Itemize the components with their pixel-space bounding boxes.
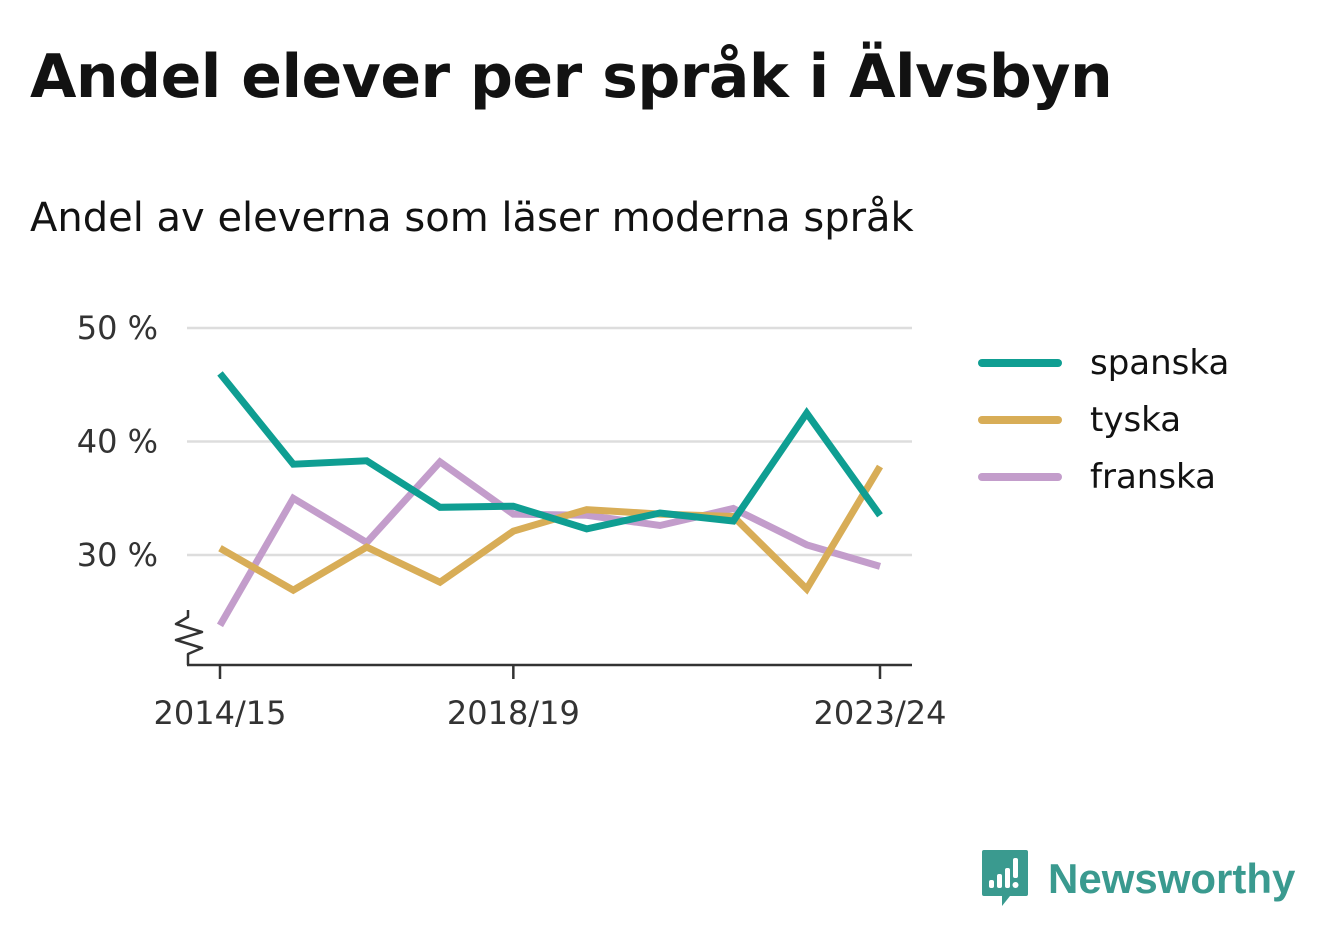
y-tick-label: 30 % — [77, 536, 158, 574]
chart-subtitle: Andel av eleverna som läser moderna språ… — [30, 195, 914, 241]
chart-title: Andel elever per språk i Älvsbyn — [30, 42, 1113, 112]
series-line-spanska — [217, 371, 883, 533]
x-tick-label: 2014/15 — [154, 694, 287, 732]
legend-label-franska: franska — [1090, 456, 1216, 497]
bar-chart-badge-icon — [982, 850, 1028, 906]
y-tick-label: 50 % — [77, 309, 158, 347]
series-lines — [216, 371, 884, 628]
brand-name: Newsworthy — [1048, 855, 1296, 902]
legend-item-franska: franska — [978, 448, 1229, 505]
brand-logo[interactable]: Newsworthy — [980, 848, 1295, 910]
x-tick-label: 2018/19 — [447, 694, 580, 732]
y-axis-break-icon — [174, 610, 204, 665]
y-axis-ticks: 50 % 40 % 30 % — [77, 309, 158, 574]
legend-swatch-tyska — [978, 415, 1062, 424]
legend-label-tyska: tyska — [1090, 399, 1182, 440]
series-line-franska — [216, 457, 881, 628]
x-axis: 2014/15 2018/19 2023/24 — [154, 610, 947, 732]
legend: spanska tyska franska — [978, 334, 1229, 505]
y-tick-label: 40 % — [77, 423, 158, 461]
legend-item-spanska: spanska — [978, 334, 1229, 391]
legend-swatch-franska — [978, 472, 1062, 481]
x-tick-label: 2023/24 — [814, 694, 947, 732]
legend-item-tyska: tyska — [978, 391, 1229, 448]
legend-label-spanska: spanska — [1090, 342, 1230, 383]
legend-swatch-spanska — [978, 358, 1062, 367]
